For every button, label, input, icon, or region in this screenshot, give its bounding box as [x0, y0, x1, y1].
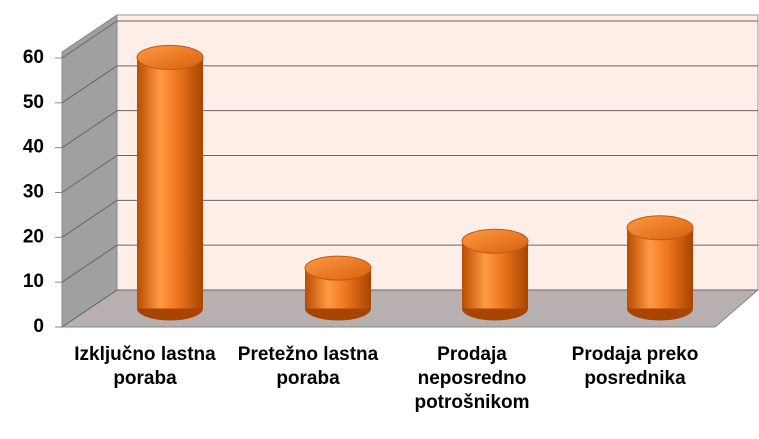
y-tick-label: 10 [23, 271, 44, 292]
grid-line [61, 20, 118, 59]
bar-top [461, 228, 529, 254]
y-tick-label: 50 [23, 92, 44, 113]
bar-top [136, 44, 204, 70]
bar-top [304, 255, 372, 281]
y-tick-label: 20 [23, 226, 44, 247]
x-tick-label: Prodaja neposredno potrošnikom [414, 344, 530, 413]
bar-top [626, 215, 694, 241]
grid-line [61, 65, 118, 104]
side-wall [61, 14, 118, 328]
y-tick-label: 0 [33, 316, 44, 337]
y-tick-label: 40 [23, 137, 44, 158]
y-tick-label: 30 [23, 182, 44, 203]
x-tick-label: Izključno lastna poraba [74, 344, 216, 389]
bar [137, 57, 203, 309]
grid-line [61, 289, 118, 328]
grid-line [61, 199, 118, 238]
grid-line [61, 155, 118, 193]
x-tick-label: Pretežno lastna poraba [237, 344, 379, 389]
x-tick-label: Prodaja preko posrednika [571, 344, 699, 389]
y-tick-label: 60 [23, 47, 44, 68]
bar [627, 227, 693, 309]
grid-line [61, 110, 118, 149]
grid-line [61, 244, 118, 283]
